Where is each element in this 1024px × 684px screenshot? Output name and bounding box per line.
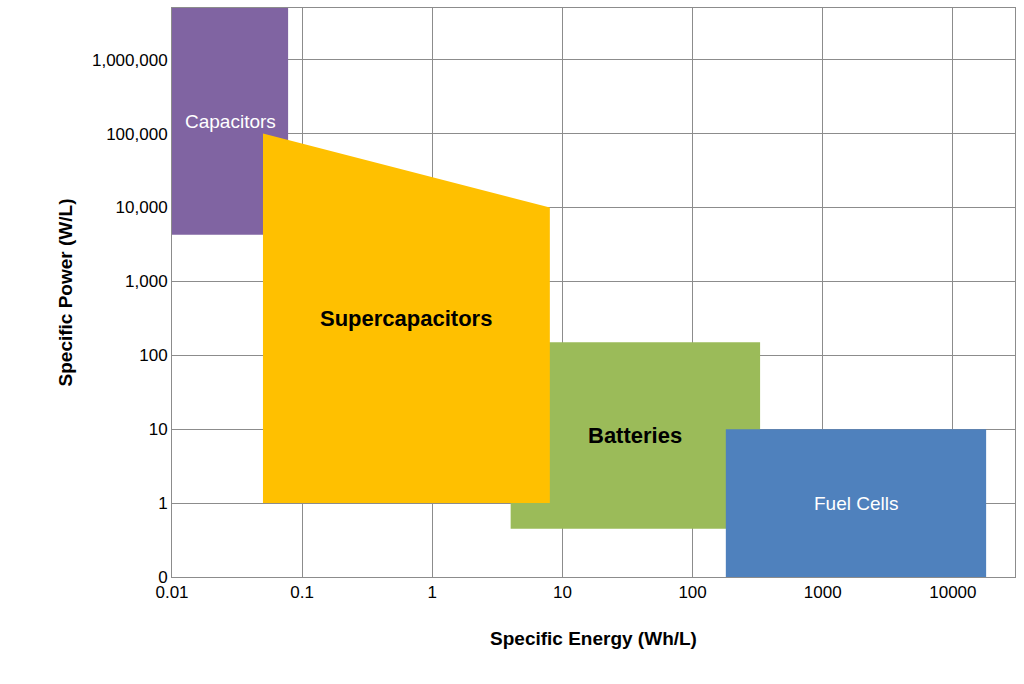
svg-text:Fuel Cells: Fuel Cells bbox=[814, 493, 898, 514]
svg-text:1,000,000: 1,000,000 bbox=[92, 51, 168, 70]
svg-text:10: 10 bbox=[553, 583, 572, 602]
svg-text:1: 1 bbox=[428, 583, 437, 602]
svg-text:100,000: 100,000 bbox=[106, 125, 167, 144]
svg-text:Specific Power (W/L): Specific Power (W/L) bbox=[55, 199, 76, 387]
svg-text:100: 100 bbox=[139, 346, 167, 365]
svg-text:10000: 10000 bbox=[929, 583, 976, 602]
svg-text:0.01: 0.01 bbox=[155, 583, 188, 602]
svg-text:Supercapacitors: Supercapacitors bbox=[320, 306, 492, 331]
svg-text:Specific Energy (Wh/L): Specific Energy (Wh/L) bbox=[490, 628, 697, 649]
svg-text:Capacitors: Capacitors bbox=[185, 111, 276, 132]
svg-text:100: 100 bbox=[678, 583, 706, 602]
svg-text:10,000: 10,000 bbox=[116, 198, 168, 217]
svg-text:0: 0 bbox=[158, 568, 167, 587]
svg-text:Batteries: Batteries bbox=[588, 423, 682, 448]
svg-text:1000: 1000 bbox=[804, 583, 842, 602]
svg-text:1: 1 bbox=[158, 494, 167, 513]
svg-text:1,000: 1,000 bbox=[125, 272, 168, 291]
svg-text:10: 10 bbox=[149, 420, 168, 439]
svg-text:0.1: 0.1 bbox=[290, 583, 314, 602]
